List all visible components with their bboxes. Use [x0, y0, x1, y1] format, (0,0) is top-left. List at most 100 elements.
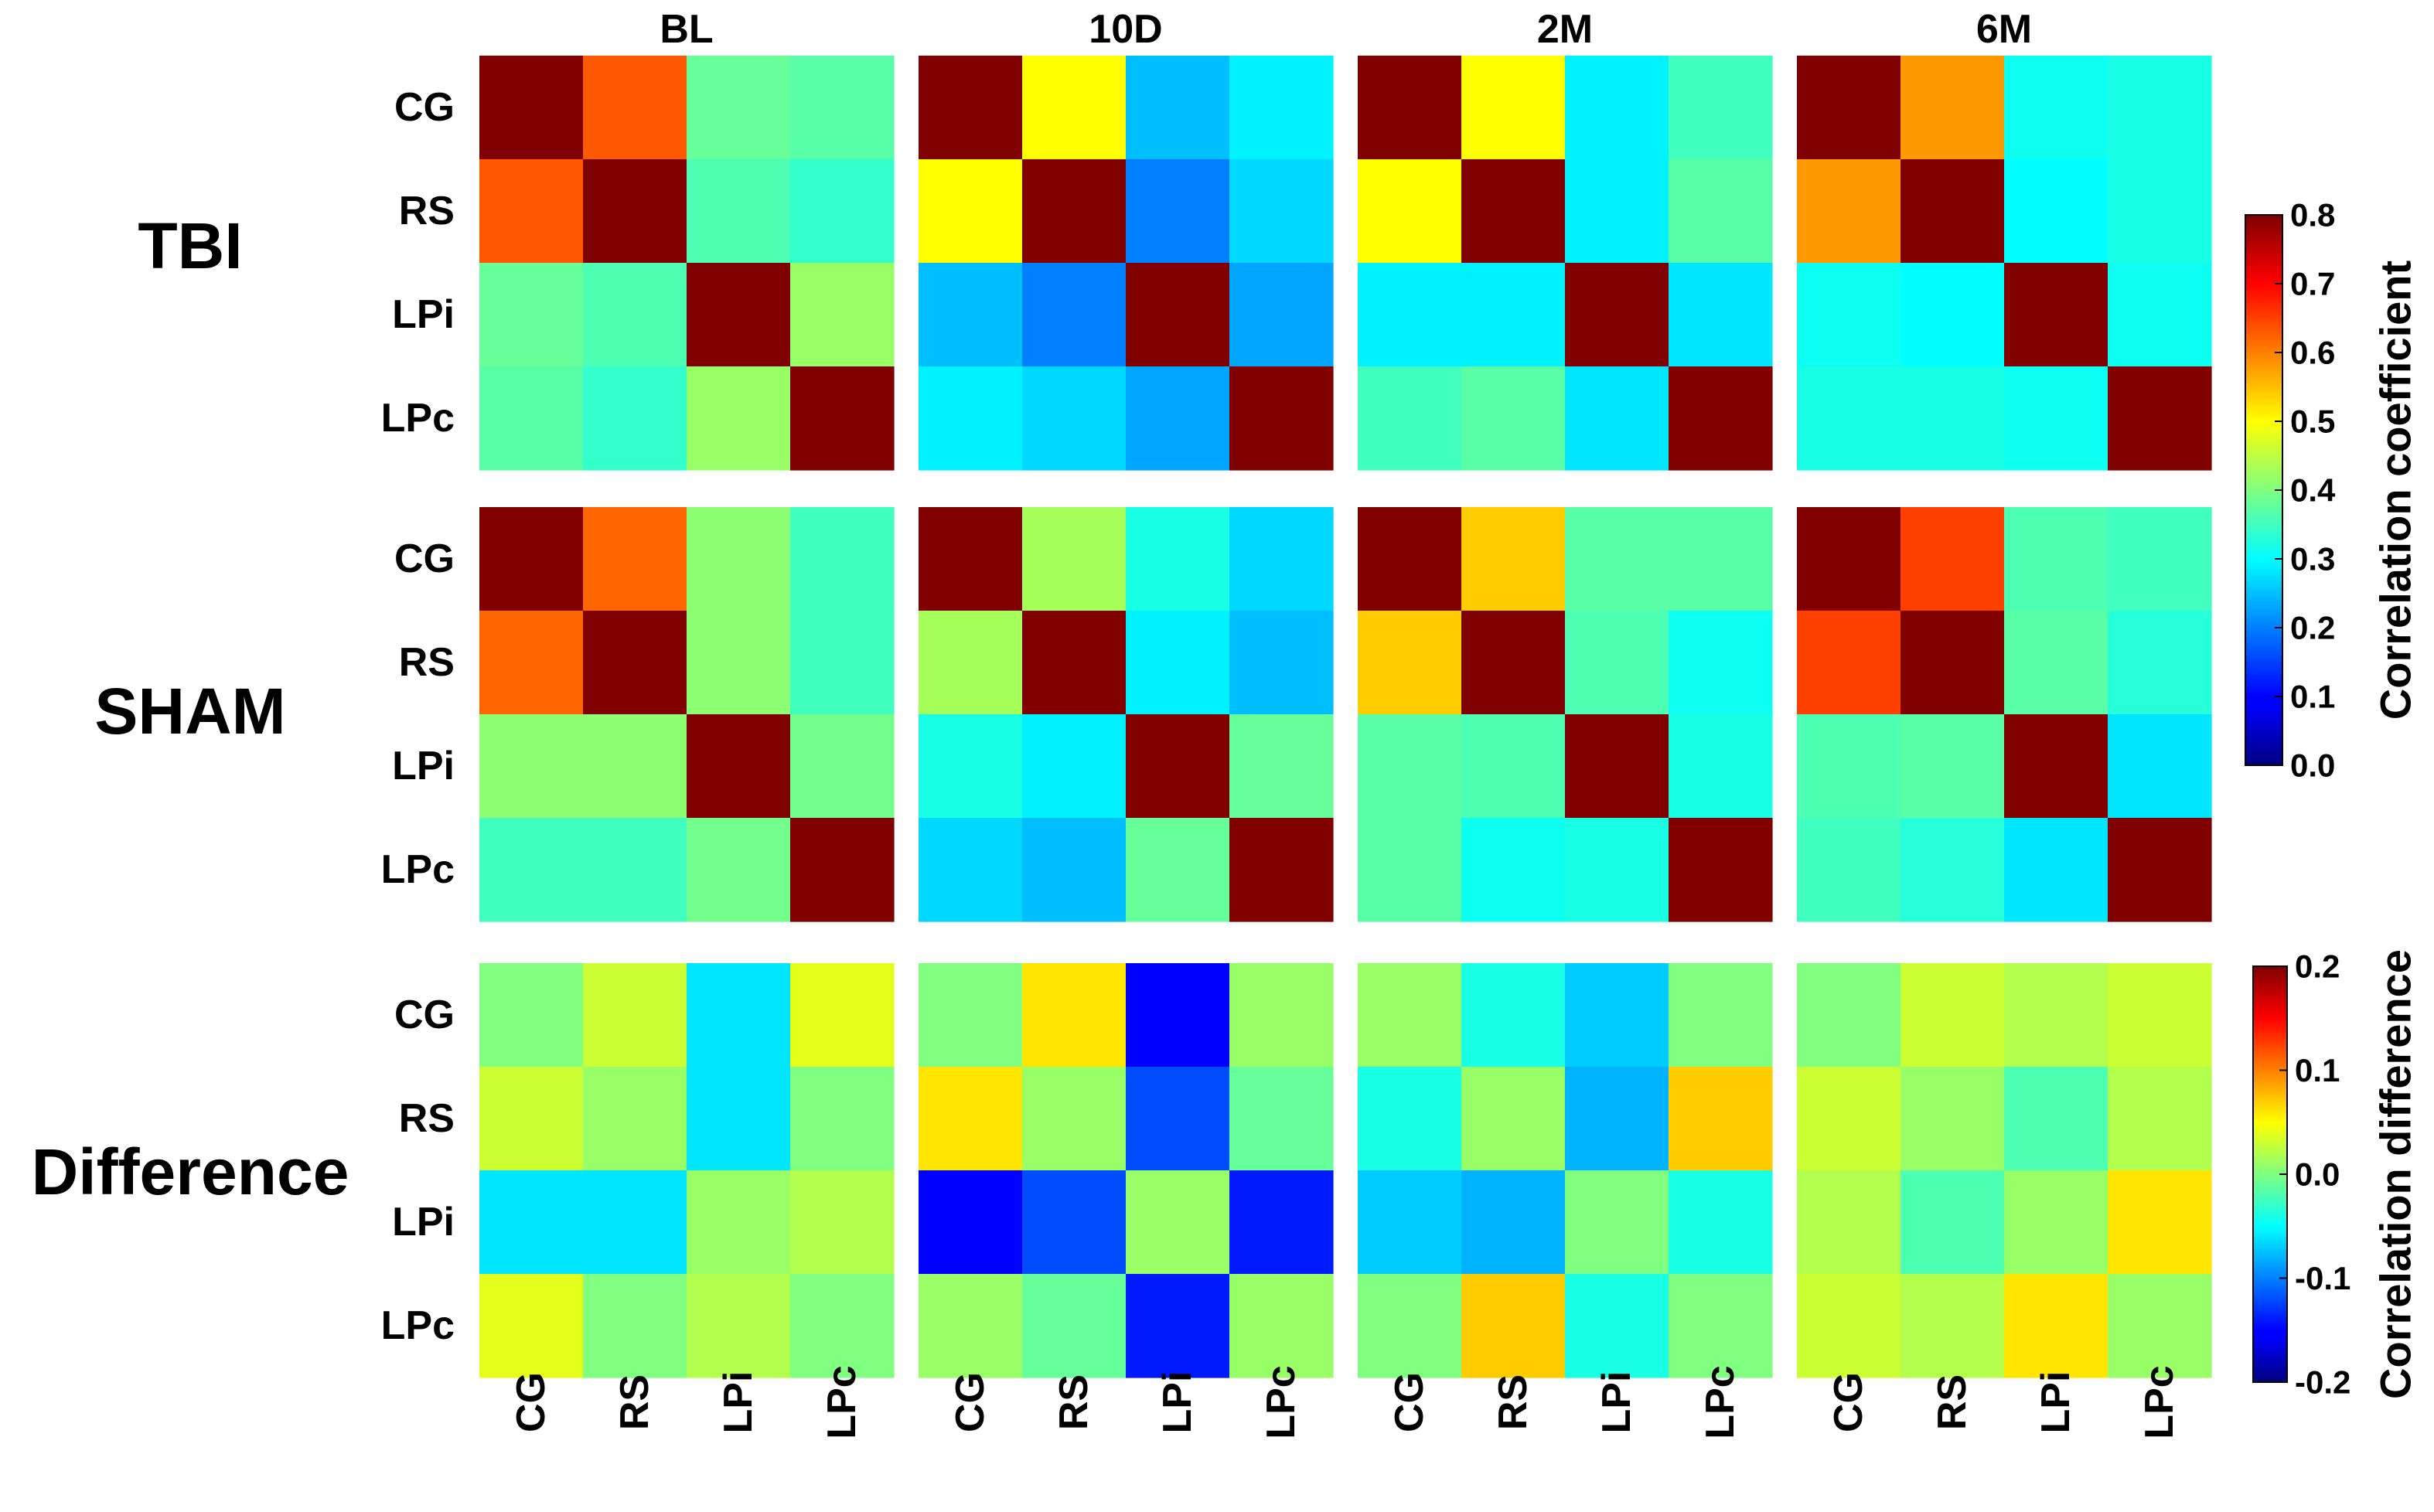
- heatmap-cell: [1126, 1170, 1230, 1275]
- heatmap-cell: [1358, 611, 1462, 715]
- heatmap-cell: [2004, 56, 2108, 160]
- heatmap-cell: [2108, 1170, 2212, 1275]
- heatmap-cell: [2108, 714, 2212, 819]
- heatmap-cell: [1565, 56, 1669, 160]
- heatmap-cell: [790, 1274, 895, 1378]
- heatmap-cell: [1022, 507, 1127, 611]
- heatmap-cell: [1461, 159, 1566, 264]
- y-tick-label: LPi: [392, 1200, 455, 1245]
- heatmap-cell: [1461, 507, 1566, 611]
- colorbar-label: Correlation difference: [2371, 949, 2420, 1399]
- colorbar-tick-label: 0.3: [2290, 541, 2335, 577]
- x-tick-label: LPi: [716, 1371, 761, 1434]
- heatmap-cell: [479, 1067, 584, 1171]
- colorbar-tick-label: 0.0: [2290, 747, 2335, 784]
- column-title-bl: BL: [660, 7, 713, 52]
- y-tick-label: LPc: [381, 396, 455, 441]
- row-title-sham: SHAM: [94, 675, 285, 747]
- heatmap-cell: [2004, 818, 2108, 922]
- colorbar-correlation-coefficient: 0.8 0.7 0.6 0.5 0.4 0.3 0.2 0.1 0.0 Correlation c…: [2245, 197, 2420, 784]
- heatmap-cell: [919, 963, 1023, 1068]
- heatmap-cell: [1229, 1067, 1334, 1171]
- heatmap-cell: [1358, 263, 1462, 367]
- y-tick-label: CG: [394, 993, 455, 1037]
- heatmap-cell: [790, 56, 895, 160]
- heatmap-cell: [479, 1274, 584, 1378]
- heatmap-cell: [1900, 366, 2005, 471]
- heatmap-cell: [1358, 1170, 1462, 1275]
- heatmap-cell: [1797, 56, 1901, 160]
- heatmap-cell: [1022, 963, 1127, 1068]
- x-tick-label: LPi: [1594, 1371, 1639, 1434]
- heatmap-cell: [2004, 714, 2108, 819]
- colorbar-tick-label: -0.2: [2295, 1364, 2350, 1401]
- heatmap-cell: [1358, 818, 1462, 922]
- heatmap-cell: [1900, 714, 2005, 819]
- heatmap-cell: [2108, 1274, 2212, 1378]
- x-tick-label: LPc: [1698, 1365, 1743, 1439]
- heatmap-cell: [1900, 1170, 2005, 1275]
- heatmap-cell: [2004, 263, 2108, 367]
- heatmap-cell: [1126, 263, 1230, 367]
- heatmap-cell: [1022, 1067, 1127, 1171]
- heatmap-cell: [1229, 56, 1334, 160]
- heatmap-cell: [687, 1067, 791, 1171]
- colorbars: 0.8 0.7 0.6 0.5 0.4 0.3 0.2 0.1 0.0 Correlation c…: [2245, 197, 2420, 1401]
- heatmap-cells: [479, 56, 2212, 1378]
- heatmap-cell: [2004, 963, 2108, 1068]
- x-tick-label: RS: [1930, 1374, 1975, 1430]
- heatmap-cell: [1900, 507, 2005, 611]
- heatmap-cell: [1669, 263, 1773, 367]
- heatmap-cell: [1565, 611, 1669, 715]
- row-title-tbi: TBI: [138, 209, 242, 282]
- heatmap-cell: [1126, 507, 1230, 611]
- heatmap-cell: [479, 159, 584, 264]
- y-tick-label: LPi: [392, 744, 455, 788]
- heatmap-cell: [1126, 366, 1230, 471]
- heatmap-cell: [919, 818, 1023, 922]
- y-tick-label: CG: [394, 85, 455, 130]
- heatmap-labels: TBI CG RS LPi LPc SHAM CG RS LPi LPc Difference CG R…: [32, 7, 2182, 1439]
- panel-sham-bl: [479, 507, 895, 922]
- heatmap-cell: [1358, 56, 1462, 160]
- heatmap-cell: [1797, 1274, 1901, 1378]
- heatmap-cell: [919, 507, 1023, 611]
- heatmap-cell: [919, 611, 1023, 715]
- heatmap-cell: [2004, 1067, 2108, 1171]
- x-tick-label: LPi: [2033, 1371, 2078, 1434]
- heatmap-cell: [583, 963, 687, 1068]
- heatmap-cell: [1358, 1274, 1462, 1378]
- heatmap-cell: [1229, 1170, 1334, 1275]
- heatmap-cell: [1126, 611, 1230, 715]
- heatmap-cell: [1565, 963, 1669, 1068]
- heatmap-cell: [1229, 818, 1334, 922]
- heatmap-cell: [1565, 159, 1669, 264]
- heatmap-cell: [1565, 818, 1669, 922]
- heatmap-cell: [919, 1067, 1023, 1171]
- heatmap-cell: [687, 818, 791, 922]
- heatmap-cell: [583, 1067, 687, 1171]
- y-tick-label: RS: [399, 1096, 455, 1141]
- heatmap-cell: [583, 159, 687, 264]
- y-tick-label: RS: [399, 189, 455, 233]
- heatmap-cell: [1797, 714, 1901, 819]
- heatmap-cell: [919, 56, 1023, 160]
- colorbar-tick-label: -0.1: [2295, 1260, 2350, 1296]
- panel-sham-6m: [1797, 507, 2212, 922]
- x-tick-label: RS: [612, 1374, 657, 1430]
- heatmap-cell: [919, 714, 1023, 819]
- heatmap-cell: [1669, 818, 1773, 922]
- heatmap-cell: [2004, 507, 2108, 611]
- heatmap-cell: [790, 818, 895, 922]
- heatmap-cell: [790, 159, 895, 264]
- heatmap-cell: [1669, 1067, 1773, 1171]
- panel-difference-bl: [479, 963, 895, 1378]
- heatmap-cell: [1126, 818, 1230, 922]
- heatmap-cell: [1022, 366, 1127, 471]
- colorbar-tick-label: 0.6: [2290, 335, 2335, 371]
- heatmap-cell: [1022, 611, 1127, 715]
- x-tick-label: LPc: [2137, 1365, 2182, 1439]
- heatmap-cell: [1900, 818, 2005, 922]
- heatmap-cell: [2108, 159, 2212, 264]
- x-tick-label: RS: [1052, 1374, 1096, 1430]
